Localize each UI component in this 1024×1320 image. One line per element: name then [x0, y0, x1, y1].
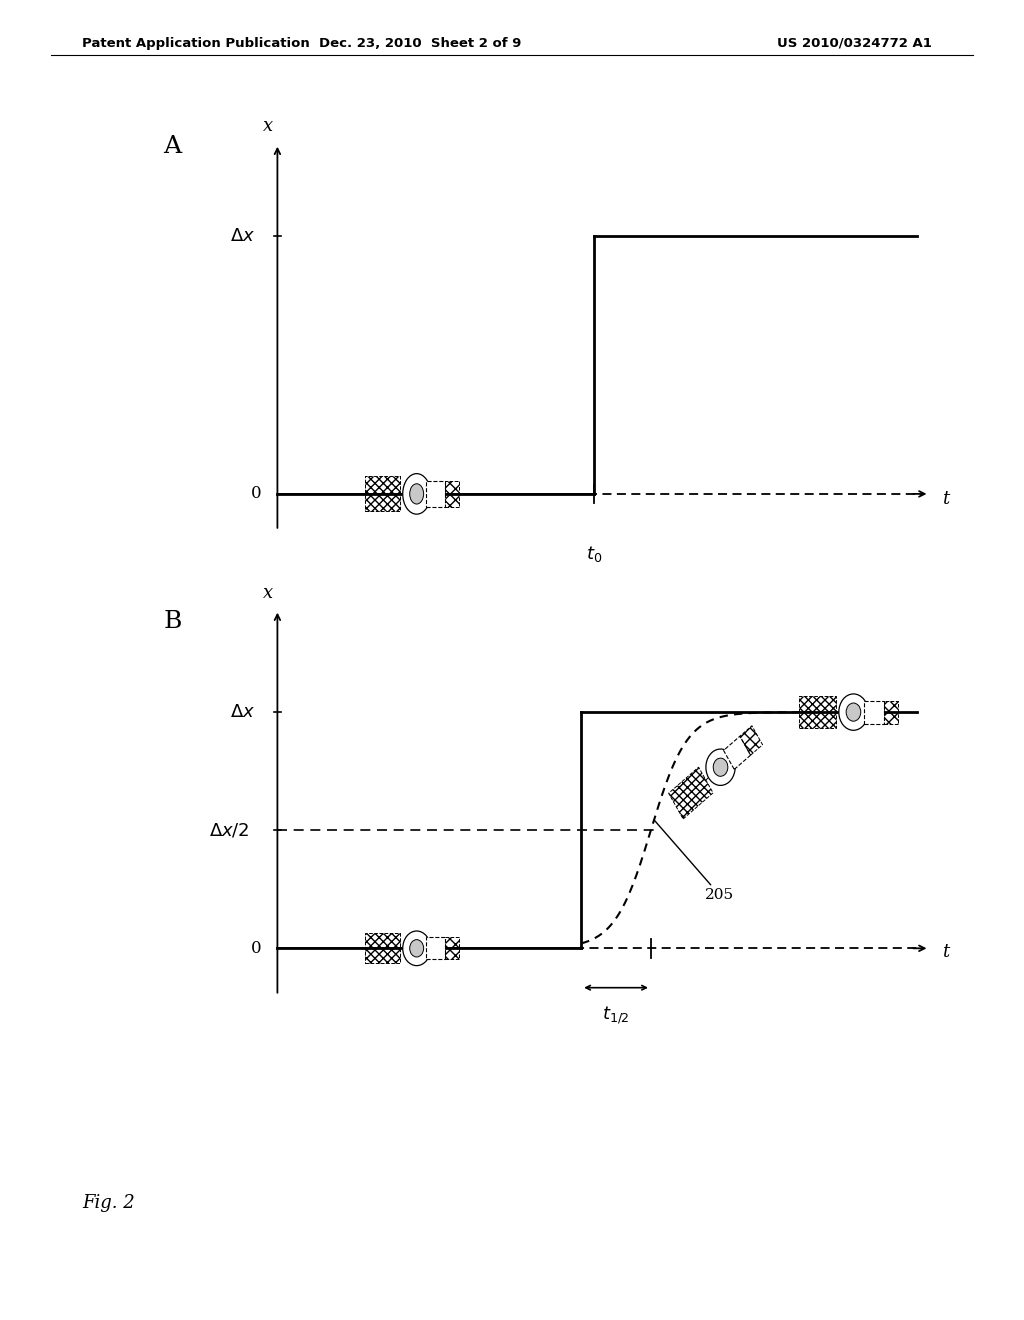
Bar [426, 480, 445, 507]
Circle shape [402, 931, 431, 966]
Circle shape [402, 474, 431, 515]
Bar [724, 737, 751, 770]
Text: 205: 205 [654, 820, 734, 902]
Text: US 2010/0324772 A1: US 2010/0324772 A1 [777, 37, 932, 50]
Bar [740, 726, 763, 755]
Text: Fig. 2: Fig. 2 [82, 1193, 135, 1212]
Circle shape [839, 694, 868, 730]
Text: x: x [263, 116, 273, 135]
Text: Patent Application Publication: Patent Application Publication [82, 37, 309, 50]
Circle shape [713, 758, 728, 776]
Text: A: A [164, 135, 181, 157]
Text: t: t [942, 490, 949, 507]
Bar [799, 697, 836, 727]
Circle shape [846, 704, 861, 721]
Bar [445, 937, 460, 960]
Bar [426, 937, 445, 960]
Text: 0: 0 [251, 486, 261, 503]
Bar [365, 477, 399, 511]
Text: $\Delta x/2$: $\Delta x/2$ [209, 821, 249, 840]
Text: Dec. 23, 2010  Sheet 2 of 9: Dec. 23, 2010 Sheet 2 of 9 [318, 37, 521, 50]
Text: 0: 0 [251, 940, 261, 957]
Bar [445, 480, 460, 507]
Bar [669, 767, 713, 818]
Text: t: t [942, 944, 949, 961]
Text: $t_0$: $t_0$ [586, 544, 602, 564]
Text: $\Delta x$: $\Delta x$ [230, 704, 255, 721]
Text: $\Delta x$: $\Delta x$ [230, 227, 255, 246]
Bar [884, 701, 898, 723]
Circle shape [410, 483, 424, 504]
Circle shape [410, 940, 424, 957]
Text: $t_{1/2}$: $t_{1/2}$ [602, 1005, 630, 1026]
Text: B: B [164, 610, 182, 632]
Text: x: x [263, 583, 273, 602]
Bar [863, 701, 884, 723]
Bar [365, 933, 399, 964]
Circle shape [706, 748, 735, 785]
